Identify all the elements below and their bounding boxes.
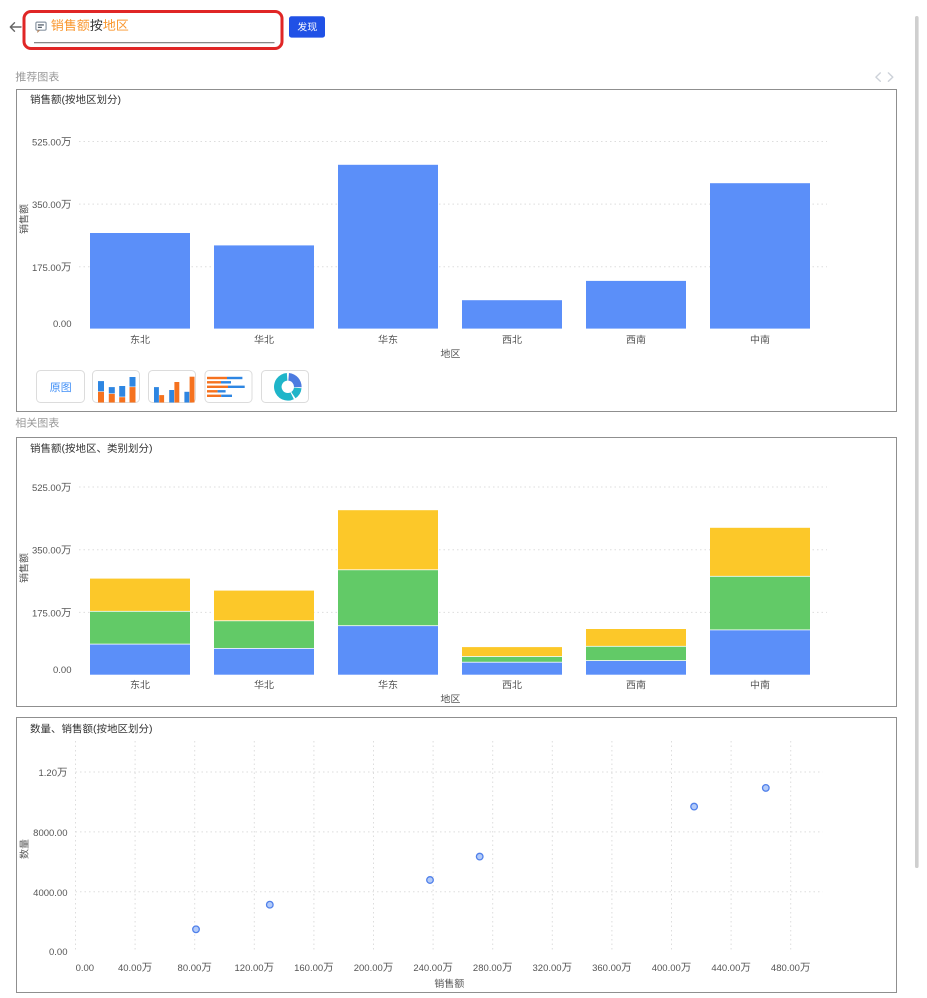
svg-text:525.00: 525.00	[32, 483, 61, 494]
svg-text:400.00: 400.00	[652, 963, 681, 974]
svg-text:200.00: 200.00	[354, 963, 383, 974]
svg-text:175.00: 175.00	[32, 608, 61, 619]
svg-text:0.00: 0.00	[53, 319, 72, 330]
svg-text:440.00: 440.00	[711, 963, 740, 974]
svg-text:1.20: 1.20	[39, 768, 58, 779]
svg-text:(: (	[62, 94, 66, 106]
svg-text:350.00: 350.00	[32, 546, 61, 557]
svg-text:350.00: 350.00	[32, 200, 61, 211]
svg-text:8000.00: 8000.00	[33, 828, 67, 839]
svg-text:0.00: 0.00	[53, 665, 72, 676]
svg-text:): )	[149, 723, 153, 735]
svg-text:0.00: 0.00	[76, 963, 95, 974]
svg-text:(: (	[62, 443, 66, 455]
svg-text:175.00: 175.00	[32, 263, 61, 274]
svg-text:): )	[118, 94, 122, 106]
svg-text:): )	[149, 443, 153, 455]
svg-text:360.00: 360.00	[592, 963, 621, 974]
svg-text:320.00: 320.00	[533, 963, 562, 974]
svg-text:480.00: 480.00	[771, 963, 800, 974]
svg-text:4000.00: 4000.00	[33, 888, 67, 899]
svg-text:525.00: 525.00	[32, 138, 61, 149]
svg-text:160.00: 160.00	[294, 963, 323, 974]
svg-text:(: (	[93, 723, 97, 735]
svg-text:80.00: 80.00	[178, 963, 202, 974]
svg-text:240.00: 240.00	[413, 963, 442, 974]
svg-text:0.00: 0.00	[49, 947, 68, 958]
svg-text:120.00: 120.00	[235, 963, 264, 974]
svg-text:40.00: 40.00	[118, 963, 142, 974]
svg-text:280.00: 280.00	[473, 963, 502, 974]
